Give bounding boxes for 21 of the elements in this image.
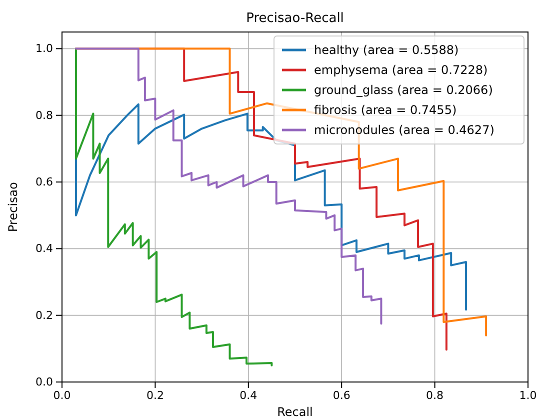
x-tick-label: 1.0 <box>519 388 537 402</box>
y-tick-label: 0.8 <box>36 108 53 122</box>
y-tick-label: 0.0 <box>36 376 53 389</box>
y-tick-label: 0.6 <box>36 176 53 189</box>
x-tick-label: 0.8 <box>426 388 444 402</box>
legend-label: ground_glass (area = 0.2066) <box>314 83 493 97</box>
y-tick-label: 0.2 <box>36 308 53 322</box>
y-axis-title: Precisao <box>6 182 20 232</box>
x-tick-label: 0.2 <box>146 388 164 402</box>
line-series <box>74 48 273 366</box>
legend-label: micronodules (area = 0.4627) <box>314 123 494 137</box>
chart-title: Precisao-Recall <box>246 11 344 26</box>
legend-label: emphysema (area = 0.7228) <box>314 63 488 77</box>
x-tick-label: 0.6 <box>332 388 350 402</box>
x-axis-title: Recall <box>277 405 313 418</box>
y-tick-label: 1.0 <box>36 42 53 56</box>
x-tick-label: 0.0 <box>53 388 71 402</box>
legend-label: fibrosis (area = 0.7455) <box>314 103 457 117</box>
x-tick-label: 0.4 <box>240 388 258 402</box>
legend-label: healthy (area = 0.5588) <box>314 43 459 57</box>
y-tick-label: 0.4 <box>36 242 53 256</box>
